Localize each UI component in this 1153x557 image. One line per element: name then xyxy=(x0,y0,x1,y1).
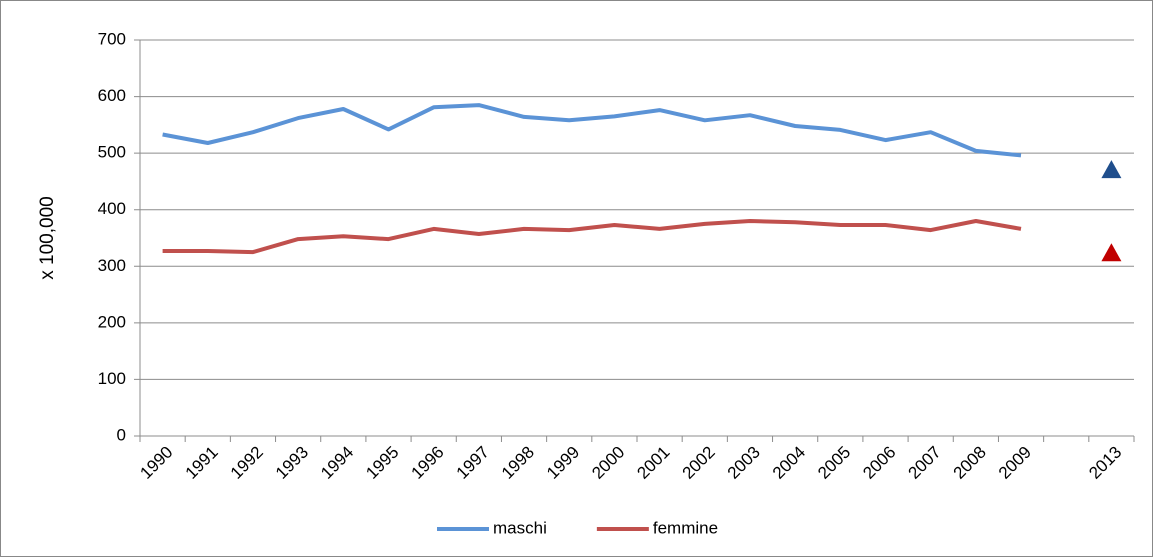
y-tick-label: 100 xyxy=(98,369,126,388)
legend-label: femmine xyxy=(653,518,718,537)
y-tick-label: 400 xyxy=(98,199,126,218)
marker-triangle xyxy=(1101,160,1122,179)
y-axis-title: x 100,000 xyxy=(37,196,58,279)
y-tick-label: 300 xyxy=(98,256,126,275)
legend-label: maschi xyxy=(493,518,547,537)
y-tick-label: 700 xyxy=(98,29,126,48)
marker-triangle xyxy=(1101,243,1122,262)
y-tick-label: 0 xyxy=(117,425,126,444)
y-tick-label: 500 xyxy=(98,143,126,162)
y-tick-label: 600 xyxy=(98,86,126,105)
y-tick-label: 200 xyxy=(98,312,126,331)
